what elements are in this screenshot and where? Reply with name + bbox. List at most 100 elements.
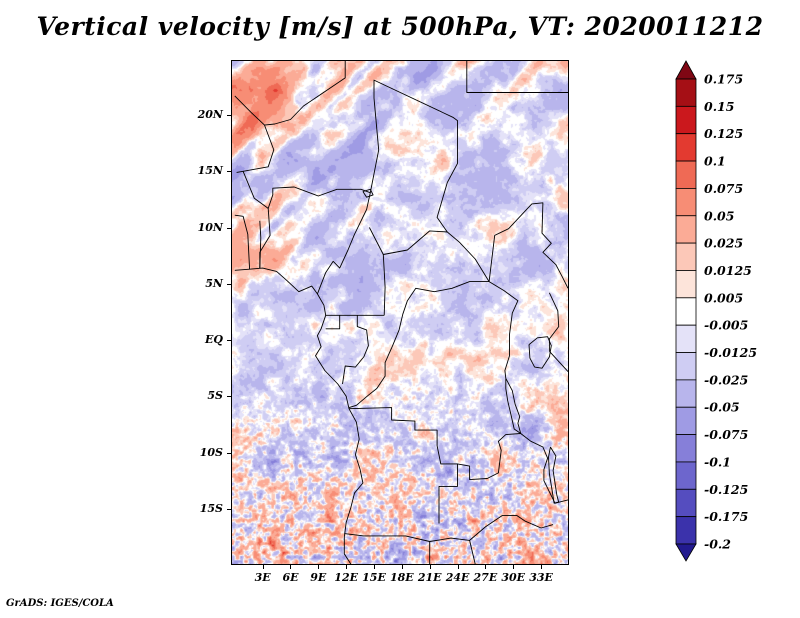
lat-tick-mark: [227, 115, 231, 116]
border-line: [348, 281, 490, 409]
colorbar-tick-label: -0.1: [704, 454, 731, 469]
lon-tick-mark: [401, 565, 403, 569]
colorbar-tick-label: -0.005: [704, 318, 748, 333]
colorbar-segment: [675, 188, 697, 217]
lon-tick-mark: [346, 565, 348, 569]
lat-tick-mark: [227, 171, 231, 173]
border-line: [548, 446, 560, 504]
velocity-field-canvas: [232, 61, 568, 564]
border-line: [259, 208, 271, 269]
colorbar-segment: [675, 379, 697, 408]
colorbar-segment: [675, 133, 697, 162]
border-line: [488, 202, 568, 289]
lat-tick-mark: [227, 508, 231, 510]
colorbar-segment: [675, 270, 697, 299]
border-line: [488, 281, 519, 379]
border-line: [234, 214, 251, 270]
lat-tick-mark: [227, 396, 231, 398]
lon-tick-label: 9E: [310, 571, 327, 584]
colorbar-segment: [675, 516, 697, 545]
colorbar-tick-label: -0.0125: [704, 345, 757, 360]
border-line: [242, 171, 361, 209]
colorbar-segment: [675, 78, 697, 107]
lat-tick-mark: [227, 283, 231, 285]
colorbar-tick-label: -0.175: [704, 509, 748, 524]
colorbar-tick-label: -0.2: [704, 537, 731, 552]
border-line: [520, 433, 568, 504]
lon-tick-mark: [318, 565, 320, 569]
colorbar-tick-label: 0.005: [704, 290, 743, 305]
lat-tick-label: 10S: [199, 445, 223, 459]
lon-tick-mark: [541, 565, 543, 569]
lat-tick-label: 10N: [197, 220, 223, 234]
border-line: [548, 292, 560, 352]
colorbar-segment: [675, 434, 697, 463]
lat-tick-mark: [227, 227, 231, 229]
colorbar-cap-bottom: [675, 543, 697, 562]
colorbar-tick-label: 0.125: [704, 126, 743, 141]
lon-tick-label: 33E: [529, 571, 553, 584]
lon-tick-label: 18E: [389, 571, 414, 584]
colorbar-tick-label: 0.075: [704, 181, 743, 196]
border-line: [234, 61, 346, 126]
lon-tick-label: 3E: [254, 571, 271, 584]
colorbar-segment: [675, 215, 697, 244]
border-line: [549, 350, 568, 372]
lon-tick-label: 27E: [473, 571, 498, 584]
lon-tick-mark: [262, 565, 264, 569]
lat-tick-mark: [227, 340, 231, 342]
country-borders-overlay: [234, 61, 568, 564]
colorbar-segment: [675, 297, 697, 326]
border-line: [344, 515, 554, 542]
colorbar-segment: [675, 105, 697, 135]
lon-tick-label: 24E: [445, 571, 470, 584]
border-line: [528, 336, 552, 369]
lon-tick-label: 6E: [282, 571, 299, 584]
plot-title: Vertical velocity [m/s] at 500hPa, VT: 2…: [36, 12, 764, 41]
border-line: [469, 540, 476, 564]
colorbar-segment: [675, 461, 697, 490]
colorbar-tick-label: 0.175: [704, 72, 743, 87]
lat-tick-label: 5S: [207, 389, 223, 403]
border-line: [348, 407, 458, 524]
lat-tick-label: 20N: [197, 108, 223, 121]
colorbar-tick-label: -0.075: [704, 427, 748, 442]
border-line: [362, 188, 374, 198]
border-line: [236, 124, 275, 173]
colorbar-tick-label: -0.025: [704, 372, 748, 387]
colorbar-tick-label: 0.05: [704, 208, 734, 223]
lon-tick-mark: [290, 565, 292, 569]
lon-tick-mark: [374, 565, 375, 569]
lon-tick-mark: [485, 565, 487, 569]
colorbar-cap-top: [675, 60, 697, 80]
colorbar-tick-label: 0.0125: [704, 263, 752, 278]
border-line: [382, 254, 386, 316]
border-line: [505, 378, 522, 434]
colorbar-segment: [675, 352, 697, 381]
lat-tick-mark: [227, 452, 231, 454]
colorbar-segment: [675, 488, 697, 518]
lon-tick-mark: [457, 565, 459, 569]
colorbar-segment: [675, 406, 697, 435]
lat-tick-label: 15S: [199, 501, 223, 515]
colorbar-tick-label: -0.125: [704, 482, 748, 497]
lat-tick-label: 5N: [205, 276, 223, 290]
border-line: [457, 433, 521, 481]
colorbar: 0.175 0.15 0.125 0.1 0.075 0.05 0.025 0.0125 0.0…: [675, 60, 757, 562]
lon-tick-mark: [513, 565, 515, 569]
colorbar-segment: [675, 160, 697, 189]
lon-tick-mark: [429, 565, 431, 569]
lon-tick-label: 15E: [362, 571, 386, 584]
lon-tick-label: 30E: [501, 571, 526, 584]
map-plot-frame: [231, 60, 569, 565]
border-line: [234, 267, 364, 564]
lon-tick-label: 12E: [334, 571, 358, 584]
colorbar-tick-label: -0.05: [704, 400, 740, 415]
border-line: [368, 227, 448, 255]
border-line: [360, 79, 490, 282]
colorbar-tick-label: 0.1: [704, 154, 726, 169]
colorbar-tick-label: 0.025: [704, 236, 743, 251]
grads-watermark: GrADS: IGES/COLA: [6, 598, 114, 609]
lat-tick-label: EQ: [205, 333, 223, 347]
